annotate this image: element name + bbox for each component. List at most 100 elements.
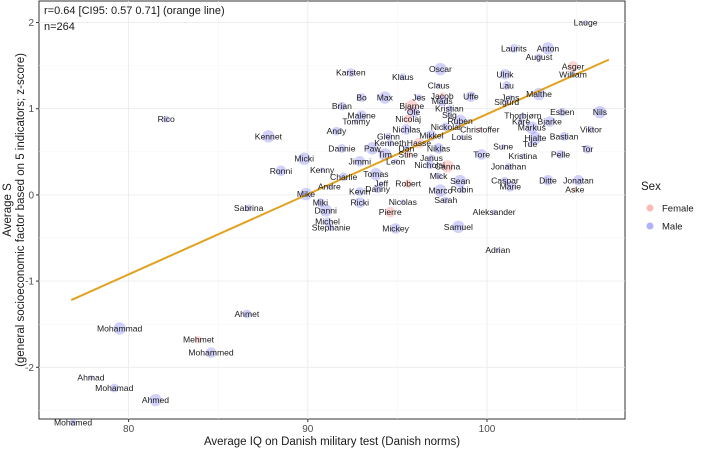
point-label: Kristian (435, 104, 464, 114)
point-label: Sune (493, 142, 513, 152)
data-point (446, 112, 452, 118)
point-label: Mohammad (97, 324, 143, 334)
point-label: Kristina (509, 151, 538, 161)
data-point (427, 154, 435, 162)
point-label: Christoffer (460, 124, 500, 134)
point-label: Hjalte (524, 133, 546, 143)
data-point (520, 153, 526, 159)
data-point (366, 142, 379, 155)
data-point (408, 106, 419, 118)
data-point (353, 119, 359, 125)
point-label: Robert (395, 179, 421, 189)
point-label: Charlie (330, 172, 357, 182)
point-label: Ronni (270, 166, 293, 176)
point-label: Malene (347, 111, 375, 121)
data-point (384, 132, 392, 140)
point-label: Uffe (463, 92, 479, 102)
point-label: Aske (565, 185, 584, 195)
point-label: Adrian (485, 245, 510, 255)
data-point (245, 204, 253, 212)
data-point (378, 181, 384, 187)
point-label: Tommy (342, 117, 370, 127)
point-label: Sarah (434, 195, 457, 205)
data-point (557, 107, 567, 117)
data-point (337, 143, 347, 153)
data-point (527, 141, 533, 147)
data-point (373, 184, 383, 194)
data-point (532, 87, 546, 101)
point-label: Robin (451, 185, 474, 195)
axis-ticks: 80 90 100 -2 -1 0 1 2 (25, 18, 496, 435)
point-label: Kåre (512, 117, 530, 127)
point-label: Janus (420, 153, 443, 163)
point-label: Mohamad (95, 383, 133, 393)
point-label: Brian (332, 101, 352, 111)
data-point (354, 197, 366, 208)
point-label: Danni (314, 205, 337, 215)
sample-size-annotation: n=264 (44, 21, 75, 33)
point-label: Miki (313, 198, 328, 208)
point-label: Marie (500, 181, 522, 191)
point-label: Bjarke (538, 117, 563, 127)
point-label: Stine (398, 149, 418, 159)
point-label: Stephanie (312, 223, 351, 233)
data-point (399, 73, 407, 81)
data-point (434, 184, 447, 197)
point-label: Caspar (491, 175, 519, 185)
data-point (275, 165, 287, 177)
point-label: Louis (452, 132, 473, 142)
point-label: Paw (364, 143, 382, 153)
point-label: Klaus (392, 72, 414, 82)
point-label: Esben (550, 107, 575, 117)
point-label: Andre (318, 181, 341, 191)
point-label: Ditte (539, 175, 557, 185)
correlation-annotation: r=0.64 [CI95: 0.57 0.71] (orange line) (44, 5, 225, 17)
point-label: Max (377, 93, 394, 103)
data-point (495, 247, 501, 253)
point-label: Mikkel (419, 130, 443, 140)
data-point (500, 144, 506, 150)
data-point (403, 114, 413, 124)
point-label: Nickolai (431, 122, 461, 132)
data-point (205, 347, 217, 358)
data-point (556, 150, 565, 159)
point-label: Bo (356, 93, 367, 103)
data-point (541, 42, 555, 55)
data-point (369, 168, 383, 181)
point-label: Sean (450, 176, 470, 186)
point-label: Nils (593, 107, 607, 117)
point-label: Dannie (328, 143, 355, 153)
legend-swatch-male (646, 222, 654, 230)
point-label: Kennet (255, 131, 283, 141)
point-label: Mohamed (54, 417, 92, 427)
data-point (149, 393, 162, 407)
data-point (357, 93, 366, 102)
y-tick-label: 0 (28, 190, 34, 201)
point-label: Nicholai (414, 160, 445, 170)
point-label: Asger (562, 62, 585, 72)
data-point (507, 94, 513, 101)
data-point (346, 68, 356, 77)
point-label: Mehmet (183, 335, 215, 345)
point-label: August (526, 52, 553, 62)
data-point (465, 91, 477, 102)
point-label: Jes (412, 93, 425, 103)
point-label: Mohammed (188, 348, 234, 358)
legend-title: Sex (641, 181, 661, 193)
data-point (109, 383, 119, 393)
point-label: Jens (501, 93, 519, 103)
point-label: Tomas (363, 169, 388, 179)
point-label: William (559, 69, 587, 79)
x-tick-label: 90 (302, 424, 314, 435)
data-point (582, 144, 592, 154)
y-tick-label: -1 (25, 277, 34, 288)
data-point (491, 209, 497, 215)
data-point (544, 116, 556, 127)
point-label: Pelle (551, 149, 570, 159)
data-point (113, 322, 126, 335)
data-point (436, 95, 448, 107)
data-point (572, 187, 578, 193)
point-label: Tue (523, 139, 538, 149)
data-point (499, 68, 511, 80)
data-point (194, 336, 202, 344)
